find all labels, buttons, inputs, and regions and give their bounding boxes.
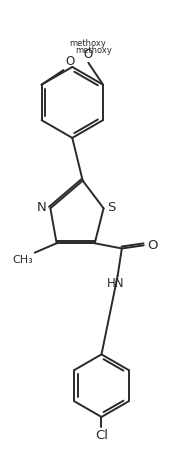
Text: S: S bbox=[107, 201, 116, 214]
Text: HN: HN bbox=[107, 277, 124, 290]
Text: Cl: Cl bbox=[95, 429, 108, 442]
Text: methoxy: methoxy bbox=[75, 46, 112, 55]
Text: O: O bbox=[84, 48, 93, 61]
Text: methoxy: methoxy bbox=[69, 39, 106, 48]
Text: CH₃: CH₃ bbox=[12, 255, 33, 265]
Text: O: O bbox=[66, 55, 75, 68]
Text: N: N bbox=[37, 201, 47, 214]
Text: O: O bbox=[147, 239, 157, 252]
